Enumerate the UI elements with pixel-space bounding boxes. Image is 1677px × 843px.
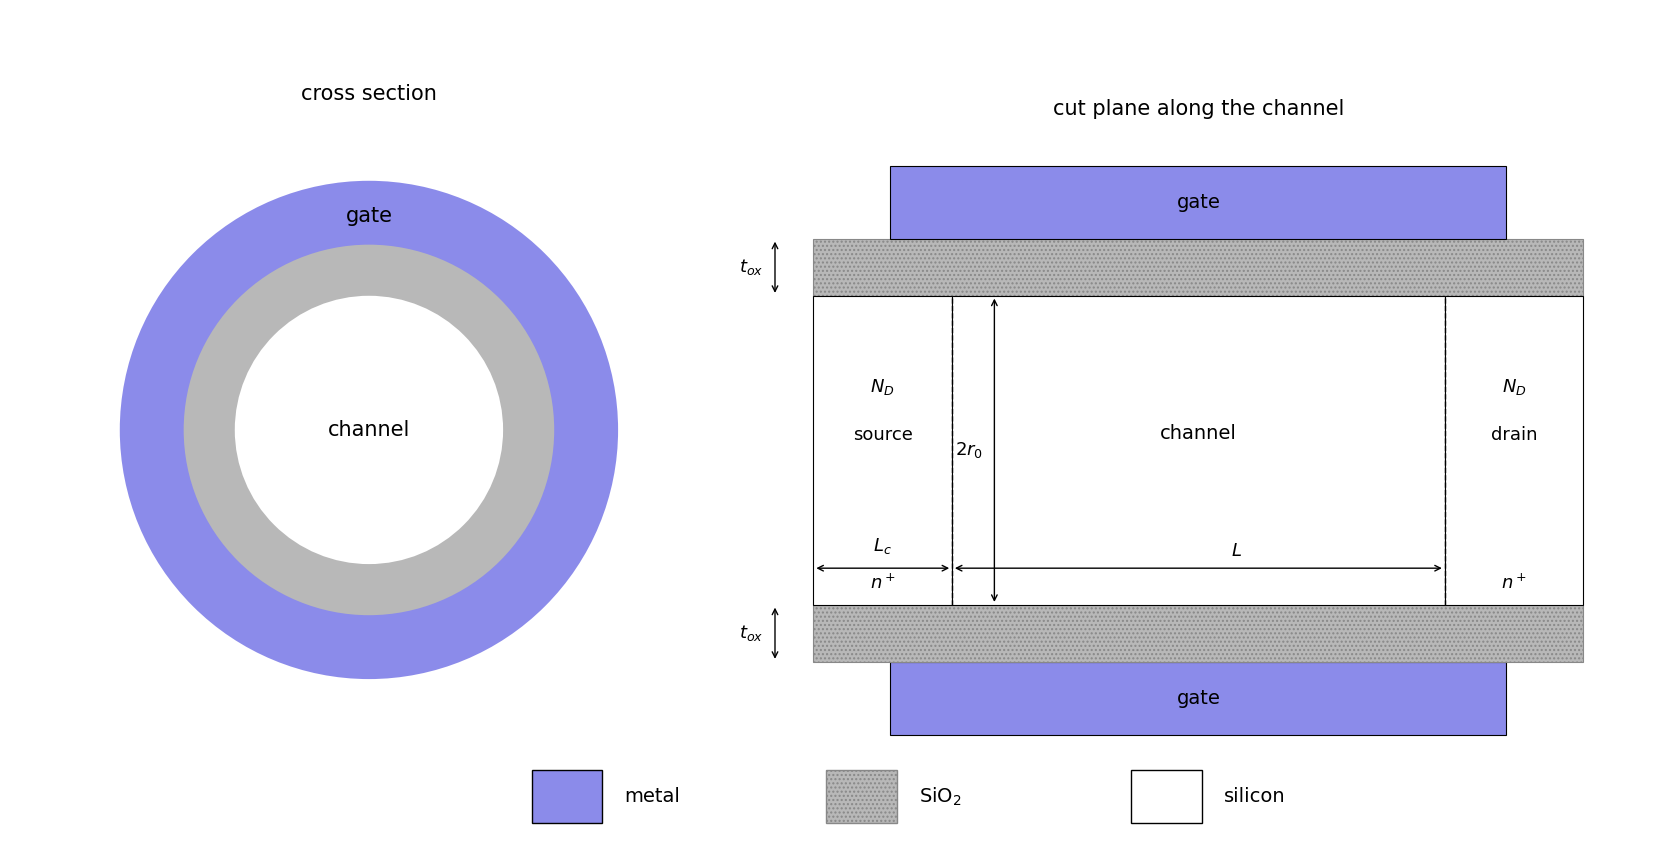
Circle shape [184, 244, 553, 615]
Text: $t_{ox}$: $t_{ox}$ [740, 623, 763, 643]
Circle shape [235, 296, 503, 564]
Bar [890, 662, 1506, 735]
Text: channel: channel [327, 420, 411, 440]
Text: $L$: $L$ [1231, 542, 1243, 560]
Bar [1444, 296, 1583, 604]
Text: $N_D$: $N_D$ [1501, 377, 1526, 397]
Text: gate: gate [345, 206, 392, 226]
Text: $n^+$: $n^+$ [870, 573, 896, 593]
Text: source: source [854, 426, 912, 444]
Bar [813, 239, 1583, 296]
Bar [813, 604, 1583, 662]
Text: $2r_0$: $2r_0$ [954, 440, 983, 460]
Text: $n^+$: $n^+$ [1501, 573, 1528, 593]
Text: $t_{ox}$: $t_{ox}$ [740, 257, 763, 277]
Text: cut plane along the channel: cut plane along the channel [1053, 99, 1343, 119]
Circle shape [119, 180, 619, 679]
Bar [1130, 771, 1202, 823]
Bar [953, 296, 1444, 604]
Bar [813, 296, 953, 604]
Text: $N_D$: $N_D$ [870, 377, 896, 397]
Text: silicon: silicon [1224, 787, 1285, 806]
Text: gate: gate [1177, 193, 1221, 212]
Text: channel: channel [1160, 425, 1238, 443]
Bar [890, 165, 1506, 239]
Text: drain: drain [1491, 426, 1538, 444]
Text: $\mathrm{SiO_2}$: $\mathrm{SiO_2}$ [919, 786, 961, 808]
Text: gate: gate [1177, 689, 1221, 708]
Bar [825, 771, 897, 823]
Bar [532, 771, 602, 823]
Text: metal: metal [624, 787, 681, 806]
Text: cross section: cross section [300, 84, 438, 105]
Text: $L_c$: $L_c$ [874, 536, 892, 556]
